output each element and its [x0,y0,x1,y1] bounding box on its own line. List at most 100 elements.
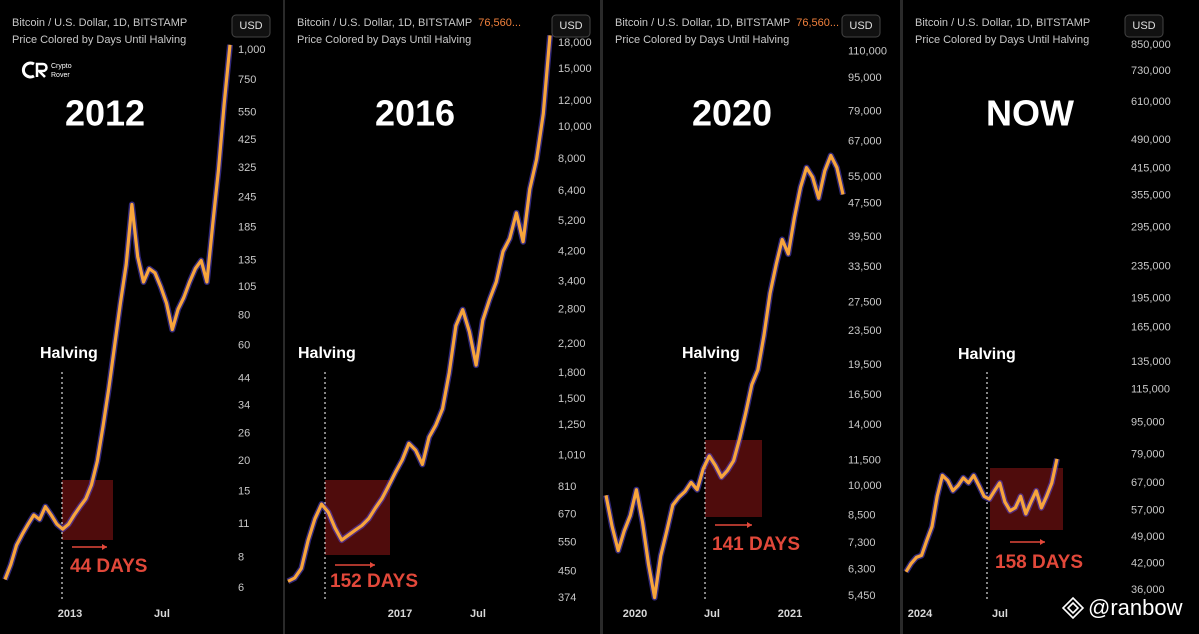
y-tick-label: 42,000 [1131,557,1165,569]
price-line [904,458,1059,573]
y-tick-label: 1,010 [558,450,586,462]
y-tick-label: 11 [238,518,249,530]
days-box [325,480,390,555]
y-tick-label: 80 [238,309,250,321]
currency-label: USD [239,20,262,32]
price-line [3,44,232,581]
y-tick-label: 79,000 [1131,448,1165,460]
y-tick-label: 425 [238,134,256,146]
y-tick-label: 8 [238,552,244,564]
y-tick-label: 15 [238,485,250,497]
currency-button [551,14,591,38]
y-tick-label: 115,000 [1131,384,1170,396]
y-tick-label: 3,400 [558,276,586,288]
panel: Bitcoin / U.S. Dollar, 1D, BITSTAMP 76,56… [603,14,887,620]
y-tick-label: 550 [558,537,576,549]
y-tick-label: 15,000 [558,63,592,75]
panel-divider [900,0,903,634]
y-tick-label: 5,200 [558,215,586,227]
y-tick-label: 750 [238,74,256,86]
y-tick-label: 49,000 [1131,531,1165,543]
logo-icon [21,61,35,79]
y-tick-label: 55,000 [848,171,882,183]
panel-divider [600,0,603,634]
panel: Bitcoin / U.S. Dollar, 1D, BITSTAMP 76,56… [286,14,592,620]
y-tick-label: 5,450 [848,590,876,602]
y-tick-label: 33,500 [848,261,882,273]
y-tick-label: 1,000 [238,44,266,56]
watermark-icon [1061,596,1085,620]
days-arrow-head [747,522,752,528]
y-tick-label: 195,000 [1131,293,1171,305]
days-arrow-head [370,562,375,568]
logo: Crypto Rover [21,61,72,79]
y-tick-label: 4,200 [558,245,586,257]
logo-text: Rover [51,72,70,79]
y-tick-label: 135 [238,254,256,266]
chart-header: Bitcoin / U.S. Dollar, 1D, BITSTAMP [297,17,472,29]
days-arrow-head [102,544,107,550]
halving-label: Halving [298,345,356,362]
chart-header: Bitcoin / U.S. Dollar, 1D, BITSTAMP [615,17,790,29]
x-tick-label: Jul [704,608,720,620]
y-tick-label: 11,500 [848,455,881,467]
y-tick-label: 18,000 [558,37,592,49]
days-label: 141 DAYS [712,534,800,555]
currency-button [841,14,881,38]
currency-label: USD [559,20,582,32]
panel: Bitcoin / U.S. Dollar, 1D, BITSTAMP Price… [903,14,1171,620]
y-tick-label: 8,000 [558,153,586,165]
y-tick-label: 6 [238,582,244,594]
x-tick-label: 2020 [623,608,647,620]
y-tick-label: 245 [238,192,256,204]
y-tick-label: 20 [238,455,250,467]
currency-button [231,14,271,38]
y-tick-label: 44 [238,372,250,384]
y-tick-label: 185 [238,221,256,233]
y-tick-label: 1,800 [558,367,586,379]
panel: Bitcoin / U.S. Dollar, 1D, BITSTAMP Price… [2,14,271,620]
days-arrow-head [1040,539,1045,545]
y-tick-label: 23,500 [848,325,882,337]
y-tick-label: 8,500 [848,509,876,521]
y-tick-label: 2,200 [558,338,586,350]
price-readout: 76,560... [478,17,521,29]
x-tick-label: 2017 [388,608,412,620]
panel-divider [283,0,285,634]
y-tick-label: 110,000 [848,46,887,58]
y-tick-label: 36,000 [1131,584,1165,596]
y-tick-label: 95,000 [1131,417,1165,429]
currency-button [1124,14,1164,38]
x-tick-label: 2024 [908,608,933,620]
y-tick-label: 12,000 [558,95,592,107]
chart-header: Bitcoin / U.S. Dollar, 1D, BITSTAMP [915,17,1090,29]
x-tick-label: Jul [154,608,170,620]
y-tick-label: 355,000 [1131,189,1171,201]
price-line [604,153,845,600]
x-tick-label: 2013 [58,608,82,620]
y-tick-label: 295,000 [1131,221,1171,233]
chart-subtitle: Price Colored by Days Until Halving [915,34,1089,46]
y-tick-label: 374 [558,592,576,604]
chart-subtitle: Price Colored by Days Until Halving [615,34,789,46]
days-label: 158 DAYS [995,552,1083,573]
halving-label: Halving [40,345,98,362]
y-tick-label: 95,000 [848,72,882,84]
era-title: 2020 [692,93,772,134]
y-tick-label: 67,000 [848,135,882,147]
y-tick-label: 47,500 [848,198,882,210]
y-tick-label: 490,000 [1131,134,1171,146]
x-tick-label: Jul [470,608,486,620]
y-tick-label: 450 [558,565,576,577]
x-tick-label: 2021 [778,608,802,620]
y-tick-label: 14,000 [848,419,882,431]
chart-header: Bitcoin / U.S. Dollar, 1D, BITSTAMP [12,17,187,29]
y-tick-label: 16,500 [848,389,882,401]
y-tick-label: 670 [558,508,576,520]
y-tick-label: 79,000 [848,106,882,118]
y-tick-label: 34 [238,399,250,411]
y-tick-label: 850,000 [1131,39,1171,51]
y-tick-label: 6,300 [848,564,876,576]
y-tick-label: 26 [238,428,250,440]
y-tick-label: 19,500 [848,359,882,371]
